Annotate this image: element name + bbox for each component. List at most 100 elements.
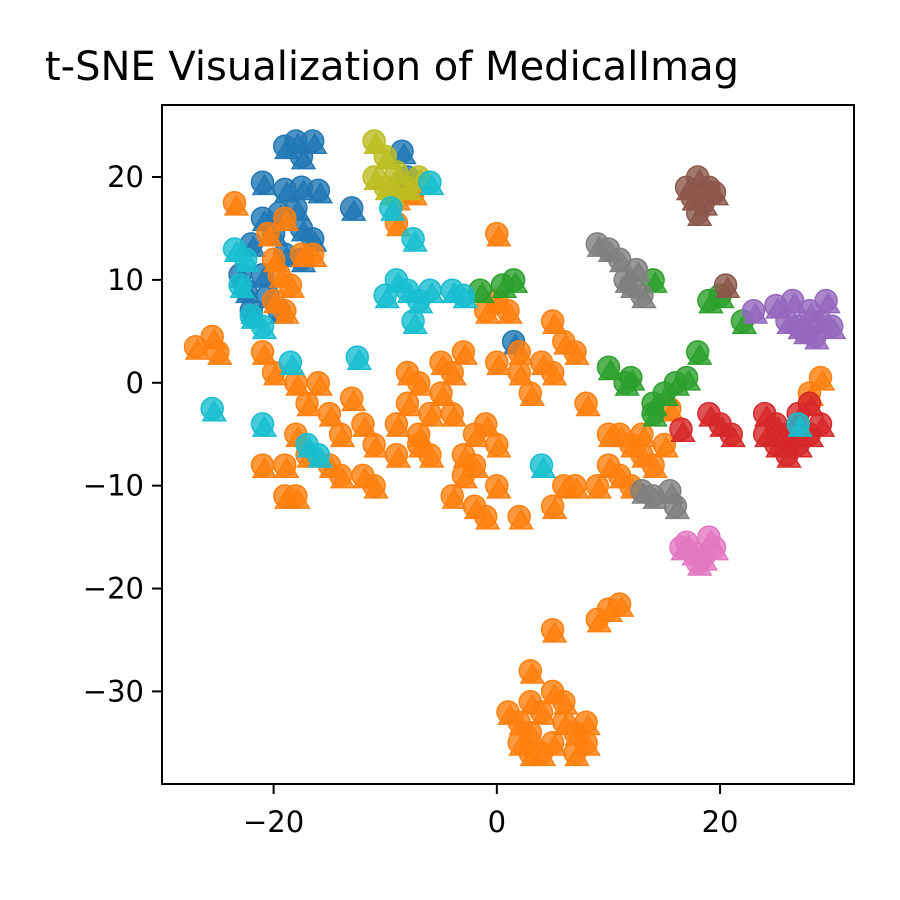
point-triangle-s2-2 <box>502 271 529 293</box>
point-triangle-s1-43 <box>486 477 512 499</box>
point-triangle-s2-3 <box>597 358 624 381</box>
point-triangle-s1-9 <box>274 302 300 324</box>
point-triangle-s1-49 <box>329 466 356 489</box>
point-triangle-s1-37 <box>474 415 501 437</box>
point-triangle-s2-11 <box>642 405 668 427</box>
point-triangle-s7-5 <box>631 286 657 309</box>
point-triangle-s9-6 <box>201 400 227 422</box>
point-triangle-s1-80 <box>653 436 679 458</box>
point-triangle-s3-11 <box>776 446 802 468</box>
point-triangle-s4-10 <box>804 328 830 350</box>
point-triangle-s1-103 <box>519 693 546 715</box>
point-triangle-s9-17 <box>402 230 428 252</box>
point-triangle-s3-14 <box>753 425 780 448</box>
point-triangle-s1-17 <box>296 394 322 417</box>
point-triangle-s1-27 <box>430 384 456 407</box>
point-triangle-s1-53 <box>251 456 278 479</box>
x-tick-label: 0 <box>488 805 506 839</box>
point-triangle-s9-2 <box>229 276 255 298</box>
point-triangle-s1-7 <box>279 276 306 298</box>
point-triangle-s1-38 <box>486 436 512 458</box>
point-triangle-s9-5 <box>279 353 306 376</box>
point-triangle-s1-29 <box>452 343 479 365</box>
point-triangle-s1-26 <box>419 405 445 427</box>
point-triangle-s3-3 <box>720 425 746 448</box>
point-triangle-s1-30 <box>430 353 456 376</box>
point-triangle-s4-6 <box>815 292 841 314</box>
point-triangle-s6-6 <box>687 554 713 576</box>
x-tick-label: 20 <box>702 805 739 839</box>
point-triangle-s9-23 <box>787 415 813 437</box>
point-triangle-s1-16 <box>307 374 333 396</box>
point-triangle-s9-4 <box>251 317 278 340</box>
scatter-points <box>183 129 847 767</box>
point-triangle-s1-67 <box>541 312 568 334</box>
point-triangle-s0-3 <box>290 147 317 170</box>
point-triangle-s3-9 <box>809 415 836 437</box>
plot-area-frame <box>161 104 855 785</box>
chart-title: t-SNE Visualization of MedicalImag <box>45 44 739 90</box>
point-triangle-s1-18 <box>318 405 345 427</box>
point-triangle-s1-40 <box>452 466 479 489</box>
point-triangle-s0-23 <box>341 199 367 221</box>
point-triangle-s1-65 <box>519 384 546 407</box>
point-triangle-s1-70 <box>541 364 568 386</box>
point-triangle-s1-109 <box>519 744 546 767</box>
point-triangle-s1-69 <box>564 343 590 365</box>
x-tick-label: −20 <box>243 805 304 839</box>
point-triangle-s1-0 <box>223 194 250 216</box>
point-triangle-s3-0 <box>670 420 696 443</box>
y-tick-label: 0 <box>126 366 144 400</box>
point-triangle-s1-86 <box>553 477 579 499</box>
y-tick-label: 20 <box>107 160 144 194</box>
point-triangle-s1-45 <box>508 508 534 530</box>
point-triangle-s1-83 <box>586 477 613 499</box>
point-triangle-s6-4 <box>698 528 724 551</box>
point-triangle-s9-11 <box>374 286 400 309</box>
point-triangle-s1-108 <box>575 734 601 756</box>
point-triangle-s1-24 <box>396 394 423 417</box>
point-triangle-s4-7 <box>820 317 847 340</box>
point-triangle-s1-41 <box>441 487 467 509</box>
point-triangle-s4-9 <box>781 292 808 314</box>
point-triangle-s1-15 <box>285 374 311 396</box>
y-tick-label: 10 <box>107 263 144 297</box>
point-triangle-s3-13 <box>798 394 825 417</box>
point-triangle-s1-51 <box>363 477 389 499</box>
point-triangle-s1-52 <box>274 456 300 479</box>
point-triangle-s1-55 <box>274 487 300 509</box>
point-triangle-s1-63 <box>486 353 512 376</box>
point-triangle-s9-9 <box>307 446 333 468</box>
axis-ticks: −20 0 20 20 10 0 −10 −20 −30 <box>83 160 739 839</box>
point-triangle-s1-56 <box>486 225 512 247</box>
point-triangle-s1-31 <box>441 405 467 427</box>
point-triangle-s0-7 <box>307 181 333 204</box>
point-triangle-s1-92 <box>608 595 635 617</box>
point-triangle-s1-44 <box>474 508 501 530</box>
point-triangle-s7-10 <box>664 497 691 520</box>
point-triangle-s9-22 <box>530 456 557 479</box>
point-triangle-s4-0 <box>742 302 769 324</box>
point-triangle-s1-5 <box>301 245 328 268</box>
point-triangle-s9-18 <box>380 199 406 221</box>
point-triangle-s1-22 <box>363 436 389 458</box>
point-triangle-s9-21 <box>452 286 479 309</box>
point-triangle-s1-12 <box>207 343 233 365</box>
point-triangle-s1-71 <box>508 343 534 365</box>
point-triangle-s1-81 <box>631 425 657 448</box>
point-triangle-s1-23 <box>385 415 412 437</box>
point-triangle-s1-73 <box>407 374 434 396</box>
point-triangle-s1-2 <box>257 225 283 247</box>
point-triangle-s1-57 <box>385 214 412 237</box>
point-triangle-s5-6 <box>687 204 713 226</box>
point-triangle-s9-15 <box>419 281 445 304</box>
point-triangle-s1-74 <box>575 394 601 417</box>
point-triangle-s1-93 <box>519 662 546 684</box>
point-triangle-s1-20 <box>352 415 378 437</box>
point-triangle-s2-0 <box>469 281 495 304</box>
point-triangle-s1-85 <box>541 497 568 520</box>
point-triangle-s2-5 <box>620 369 646 391</box>
point-triangle-s7-6 <box>614 271 640 293</box>
